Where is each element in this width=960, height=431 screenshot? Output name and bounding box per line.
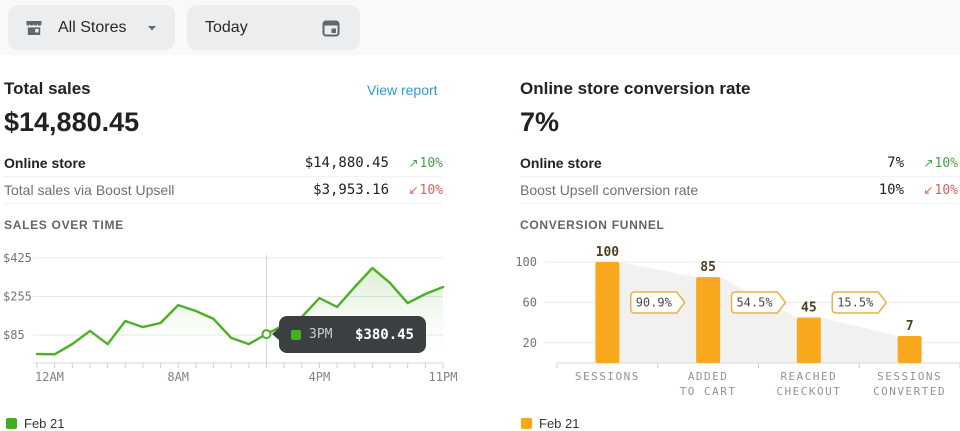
metric-delta: ↙ 10% <box>393 183 443 198</box>
bar-value-label: 85 <box>700 260 716 275</box>
delta-value: 10% <box>419 182 443 198</box>
metric-delta: ↗ 10% <box>908 156 958 171</box>
x-axis-label: 12AM <box>35 370 64 384</box>
conversion-step-badge <box>630 291 686 314</box>
funnel-category-label: SESSIONS <box>877 370 942 383</box>
x-axis-label: 8AM <box>167 370 189 384</box>
bar-value-label: 100 <box>596 245 620 260</box>
total-sales-metric-rows: Online store $14,880.45 ↗ 10% Total sales… <box>4 150 443 204</box>
tooltip-value: $380.45 <box>354 326 414 343</box>
metric-delta: ↗ 10% <box>393 156 443 171</box>
conversion-rate-title: Online store conversion rate <box>520 79 751 98</box>
x-axis-label: 4PM <box>309 370 331 384</box>
calendar-icon <box>320 17 342 39</box>
funnel-chart-legend: Feb 21 <box>521 416 579 431</box>
bar-value-label: 45 <box>801 301 817 316</box>
funnel-bar[interactable] <box>897 336 922 363</box>
conversion-step-badge <box>730 291 787 314</box>
trend-arrow-icon: ↙ <box>408 182 419 197</box>
funnel-bar[interactable] <box>696 277 721 363</box>
funnel-bar[interactable] <box>595 262 620 363</box>
legend-swatch-orange <box>521 418 532 429</box>
sales-chart-legend: Feb 21 <box>6 416 64 431</box>
store-selector-label: All Stores <box>58 18 127 36</box>
metric-label: Boost Upsell conversion rate <box>520 182 699 198</box>
metric-value: $14,880.45 <box>304 155 389 171</box>
conversion-step-value: 90.9% <box>636 296 673 310</box>
total-sales-title: Total sales <box>4 79 91 98</box>
date-selector-button[interactable]: Today <box>187 5 360 50</box>
sales-line[interactable] <box>35 266 445 356</box>
sales-over-time-header: SALES OVER TIME <box>4 218 124 232</box>
x-axis-label: 11PM <box>429 370 458 384</box>
legend-label: Feb 21 <box>24 416 65 431</box>
tooltip-series-swatch <box>291 329 301 340</box>
store-icon <box>24 18 44 38</box>
metric-value: $3,953.16 <box>313 182 389 198</box>
funnel-category-label: CHECKOUT <box>776 385 841 398</box>
conversion-rate-value: 7% <box>520 107 560 137</box>
view-report-link[interactable]: View report <box>367 82 438 98</box>
funnel-category-label: CONVERTED <box>873 385 946 398</box>
conversion-funnel-header: CONVERSION FUNNEL <box>520 218 665 232</box>
chart-tooltip: 3PM $380.45 <box>272 316 426 353</box>
funnel-category-label: TO CART <box>680 385 737 398</box>
trend-arrow-icon: ↗ <box>923 155 934 170</box>
funnel-category-label: REACHED <box>780 370 837 383</box>
total-sales-value: $14,880.45 <box>4 107 140 137</box>
hover-point-marker <box>261 329 272 340</box>
conversion-step-value: 54.5% <box>736 296 773 310</box>
metric-label: Online store <box>520 155 602 171</box>
metric-label: Online store <box>4 155 86 171</box>
delta-value: 10% <box>934 182 958 198</box>
trend-arrow-icon: ↙ <box>923 182 934 197</box>
date-selector-label: Today <box>205 18 248 36</box>
metric-row-online-store: Online store $14,880.45 ↗ 10% <box>4 150 443 177</box>
conversion-step-value: 15.5% <box>837 296 874 310</box>
y-axis-label: 100 <box>515 255 537 269</box>
funnel-category-label: ADDED <box>688 370 729 383</box>
metric-row-boost-upsell-sales: Total sales via Boost Upsell $3,953.16 ↙… <box>4 177 443 204</box>
conversion-funnel-chart[interactable]: 100 60 20 100 85 45 7 90.9% 54.5% 15.5% SESSIONS AD… <box>510 240 960 410</box>
metric-delta: ↙ 10% <box>908 183 958 198</box>
metric-row-boost-upsell-rate: Boost Upsell conversion rate 10% ↙ 10% <box>520 177 958 204</box>
trend-arrow-icon: ↗ <box>408 155 419 170</box>
chevron-down-icon <box>145 21 159 35</box>
y-axis-label: 20 <box>523 336 537 350</box>
legend-label: Feb 21 <box>539 416 580 431</box>
metric-label: Total sales via Boost Upsell <box>4 182 175 198</box>
tooltip-time: 3PM <box>309 327 333 342</box>
metric-value: 10% <box>878 182 904 198</box>
legend-swatch-green <box>6 418 17 429</box>
funnel-category-label: SESSIONS <box>575 370 640 383</box>
delta-value: 10% <box>934 155 958 171</box>
y-axis-label: $255 <box>3 289 32 303</box>
delta-value: 10% <box>419 155 443 171</box>
y-axis-label: 60 <box>523 295 537 309</box>
metric-row-online-store-rate: Online store 7% ↗ 10% <box>520 150 958 177</box>
metric-value: 7% <box>887 155 904 171</box>
y-axis-label: $425 <box>3 251 32 265</box>
funnel-bar[interactable] <box>796 317 821 363</box>
y-axis-label: $85 <box>3 328 25 342</box>
conversion-step-badge <box>831 291 887 314</box>
conversion-metric-rows: Online store 7% ↗ 10% Boost Upsell conver… <box>520 150 958 204</box>
bar-value-label: 7 <box>906 319 914 334</box>
store-selector-button[interactable]: All Stores <box>8 5 175 50</box>
filter-bar: All Stores Today <box>0 0 960 55</box>
